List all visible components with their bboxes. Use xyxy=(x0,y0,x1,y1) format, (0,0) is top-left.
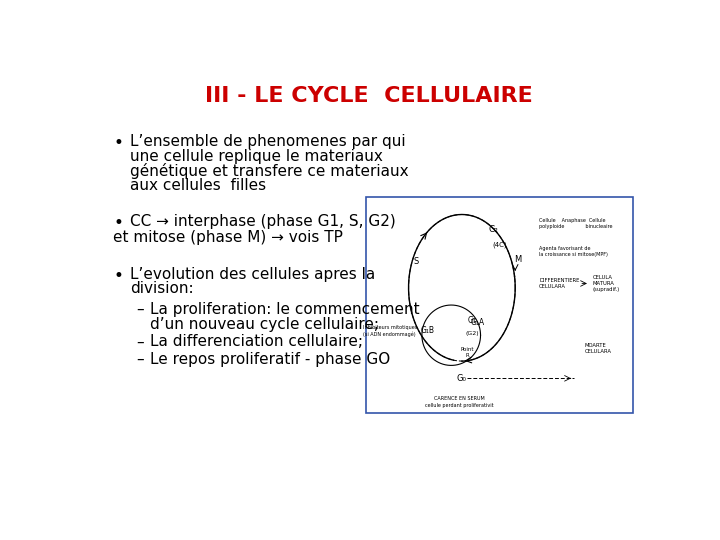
Text: III - LE CYCLE  CELLULAIRE: III - LE CYCLE CELLULAIRE xyxy=(205,85,533,106)
Text: G₂: G₂ xyxy=(489,225,499,234)
Text: G₁B: G₁B xyxy=(420,326,434,335)
Text: S: S xyxy=(414,258,419,266)
Text: –: – xyxy=(137,302,144,317)
Text: et mitose (phase M) → vois TP: et mitose (phase M) → vois TP xyxy=(113,231,343,245)
Text: G₀: G₀ xyxy=(457,374,467,383)
Text: •: • xyxy=(113,134,123,152)
Text: Agenta favorisant de
la croissance si mitose(MPF): Agenta favorisant de la croissance si mi… xyxy=(539,246,608,256)
Text: (4C): (4C) xyxy=(492,241,506,248)
Text: MOARTE
CELULARA: MOARTE CELULARA xyxy=(585,342,611,354)
Text: Inhibiteurs mitotiques
(si ADN endommagé): Inhibiteurs mitotiques (si ADN endommagé… xyxy=(363,325,418,337)
Text: Cellule    Anaphase  Cellule
polyploide              binucleaire: Cellule Anaphase Cellule polyploide binu… xyxy=(539,218,613,229)
Text: aux cellules  filles: aux cellules filles xyxy=(130,178,266,193)
Text: division:: division: xyxy=(130,281,194,296)
Text: •: • xyxy=(113,267,123,285)
Text: La differenciation cellulaire;: La differenciation cellulaire; xyxy=(150,334,364,349)
Text: CELULA
MATURA
(supradif.): CELULA MATURA (supradif.) xyxy=(593,275,620,292)
Text: génétique et transfere ce materiaux: génétique et transfere ce materiaux xyxy=(130,164,409,179)
Text: G₁A: G₁A xyxy=(471,318,485,327)
Text: DIFFERENTIERE
CELULARA: DIFFERENTIERE CELULARA xyxy=(539,278,580,289)
Bar xyxy=(366,197,632,413)
Text: Le repos proliferatif - phase GO: Le repos proliferatif - phase GO xyxy=(150,352,391,367)
Text: d’un nouveau cycle cellulaire;: d’un nouveau cycle cellulaire; xyxy=(150,316,379,332)
Text: –: – xyxy=(137,352,144,367)
Text: CC → interphase (phase G1, S, G2): CC → interphase (phase G1, S, G2) xyxy=(130,214,396,229)
Text: –: – xyxy=(137,334,144,349)
Text: Point
R: Point R xyxy=(461,347,474,358)
Text: •: • xyxy=(113,214,123,232)
Text: CARENCE EN SERUM
cellule perdant proliferativit: CARENCE EN SERUM cellule perdant prolife… xyxy=(425,396,493,408)
Text: L’evolution des cellules apres la: L’evolution des cellules apres la xyxy=(130,267,376,281)
Text: G₁: G₁ xyxy=(468,316,477,325)
Text: L’ensemble de phenomenes par qui: L’ensemble de phenomenes par qui xyxy=(130,134,406,149)
Text: La proliferation: le commencement: La proliferation: le commencement xyxy=(150,302,420,317)
Text: une cellule replique le materiaux: une cellule replique le materiaux xyxy=(130,148,383,164)
Text: M: M xyxy=(514,255,521,264)
Text: (G2): (G2) xyxy=(466,330,480,335)
